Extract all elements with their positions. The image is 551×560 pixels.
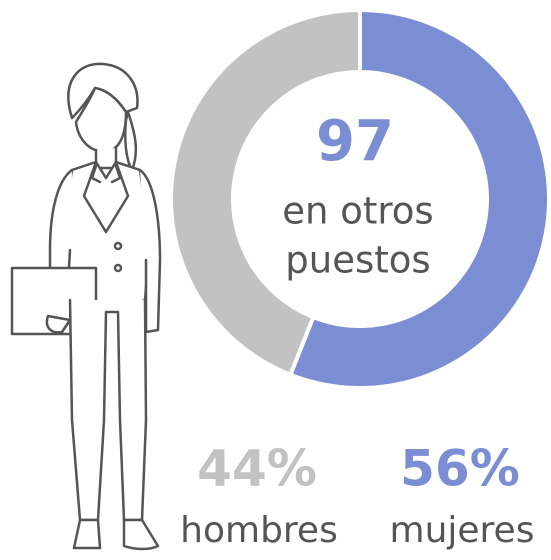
value-label: 44% [197,440,317,498]
woman-illustration [10,62,162,551]
category-label: hombres [180,510,338,551]
category-label: mujeres [390,510,535,551]
center-value: 97 [316,109,394,174]
value-label: 56% [400,440,520,498]
center-label: en otros [282,190,433,233]
donut-slice [287,7,551,390]
donut-chart [169,7,551,390]
donut-slice [169,7,362,378]
center-label: puestos [285,239,430,282]
